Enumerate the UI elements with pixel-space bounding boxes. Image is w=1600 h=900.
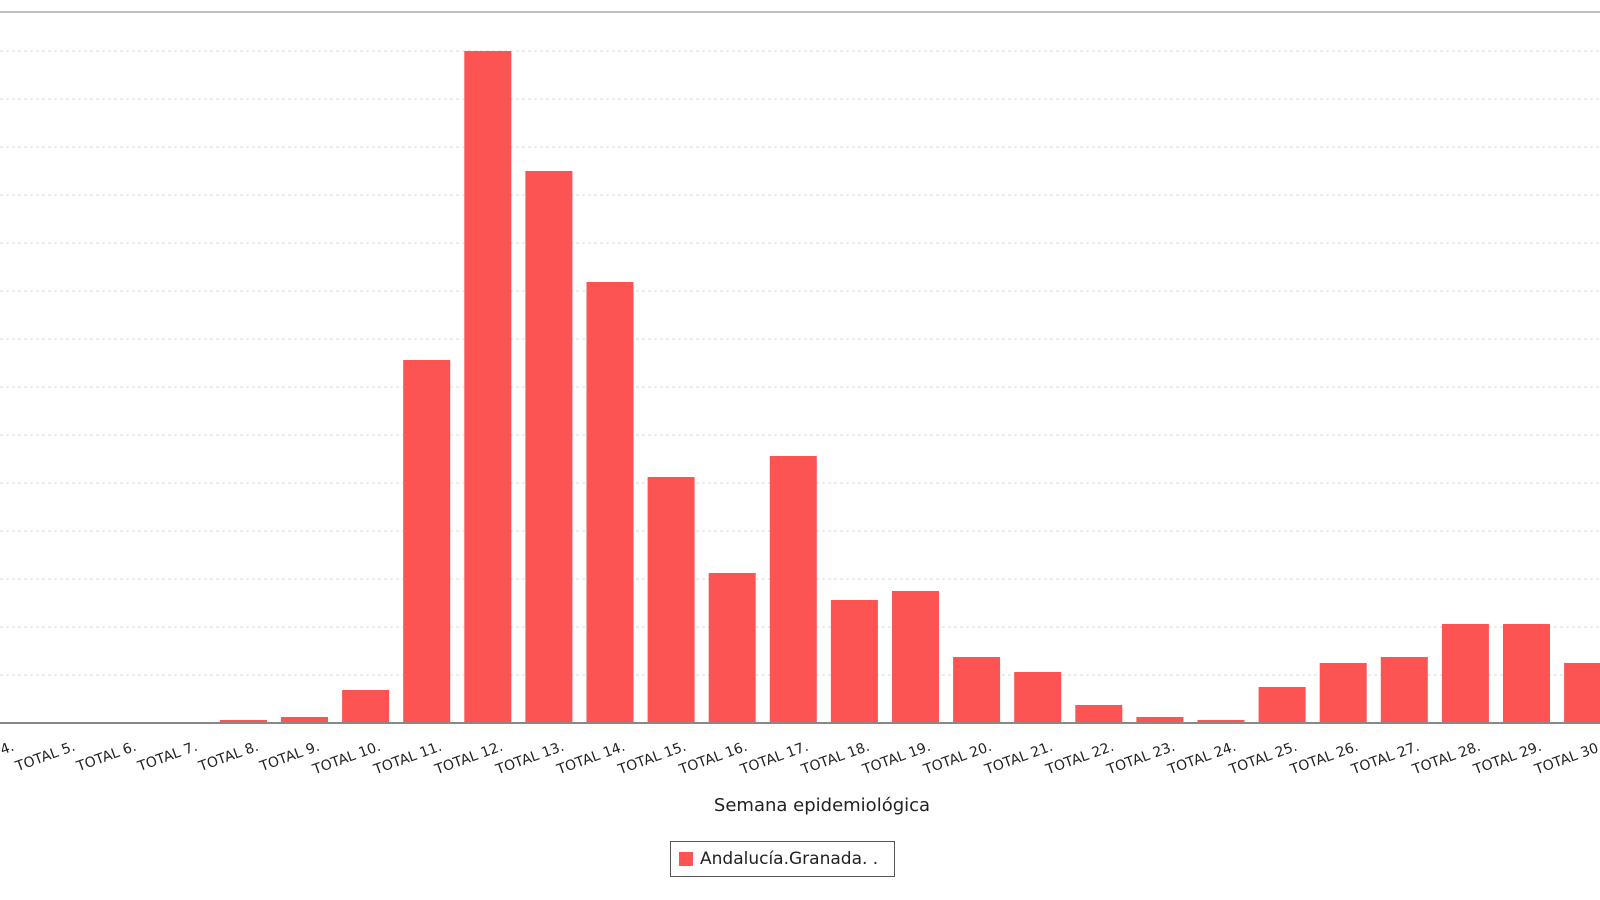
x-tick-label: TOTAL 4. [0, 739, 16, 776]
legend-swatch [679, 852, 693, 866]
x-tick-label: TOTAL 28. [1410, 739, 1483, 779]
x-tick-label: TOTAL 13. [493, 739, 566, 779]
x-tick-label: TOTAL 26. [1287, 739, 1360, 779]
x-tick-label: TOTAL 14. [554, 739, 627, 779]
x-tick-label: TOTAL 30. [1532, 739, 1600, 779]
x-tick-label: TOTAL 20. [921, 739, 994, 779]
x-tick-label: TOTAL 23. [1104, 739, 1177, 779]
x-tick-label: TOTAL 8. [196, 739, 261, 776]
x-tick-label: TOTAL 18. [799, 739, 872, 779]
x-tick-label: TOTAL 27. [1348, 739, 1421, 779]
x-tick-label: TOTAL 25. [1226, 739, 1299, 779]
bar [281, 717, 328, 723]
bar [525, 171, 573, 723]
bar [1075, 705, 1123, 723]
x-tick-label: TOTAL 17. [737, 739, 810, 779]
bar [403, 360, 451, 723]
x-tick-label: TOTAL 10. [310, 739, 383, 779]
bar [1197, 720, 1245, 723]
bar [464, 51, 512, 723]
bar [769, 456, 817, 723]
x-tick-label: TOTAL 11. [371, 739, 444, 779]
bar [586, 282, 634, 723]
x-tick-label: TOTAL 5. [13, 739, 78, 776]
legend: Andalucía.Granada. . [670, 841, 895, 877]
bar [219, 720, 267, 723]
x-tick-label: TOTAL 16. [676, 739, 749, 779]
bar [892, 591, 939, 723]
bar [830, 600, 878, 723]
bar [1319, 663, 1367, 723]
bar [708, 573, 756, 723]
bar [953, 657, 1001, 723]
x-tick-label: TOTAL 24. [1165, 739, 1238, 779]
x-tick-label: TOTAL 29. [1471, 739, 1544, 779]
bar [1441, 624, 1489, 723]
x-tick-label: TOTAL 12. [432, 739, 505, 779]
x-tick-label: TOTAL 6. [74, 739, 139, 776]
x-tick-label: TOTAL 22. [1043, 739, 1116, 779]
x-tick-label: TOTAL 7. [135, 739, 200, 776]
bar [342, 690, 390, 723]
bar [1380, 657, 1428, 723]
bar [1136, 717, 1184, 723]
x-tick-label: TOTAL 21. [982, 739, 1055, 779]
bar [1014, 672, 1062, 723]
bar [1503, 624, 1550, 723]
x-tick-label: TOTAL 15. [615, 739, 688, 779]
bar [1564, 663, 1600, 723]
bar [647, 477, 695, 723]
x-axis-title: Semana epidemiológica [713, 795, 931, 816]
bar [1258, 687, 1306, 723]
legend-label: Andalucía.Granada. . [700, 849, 879, 869]
x-tick-label: TOTAL 19. [860, 739, 933, 779]
